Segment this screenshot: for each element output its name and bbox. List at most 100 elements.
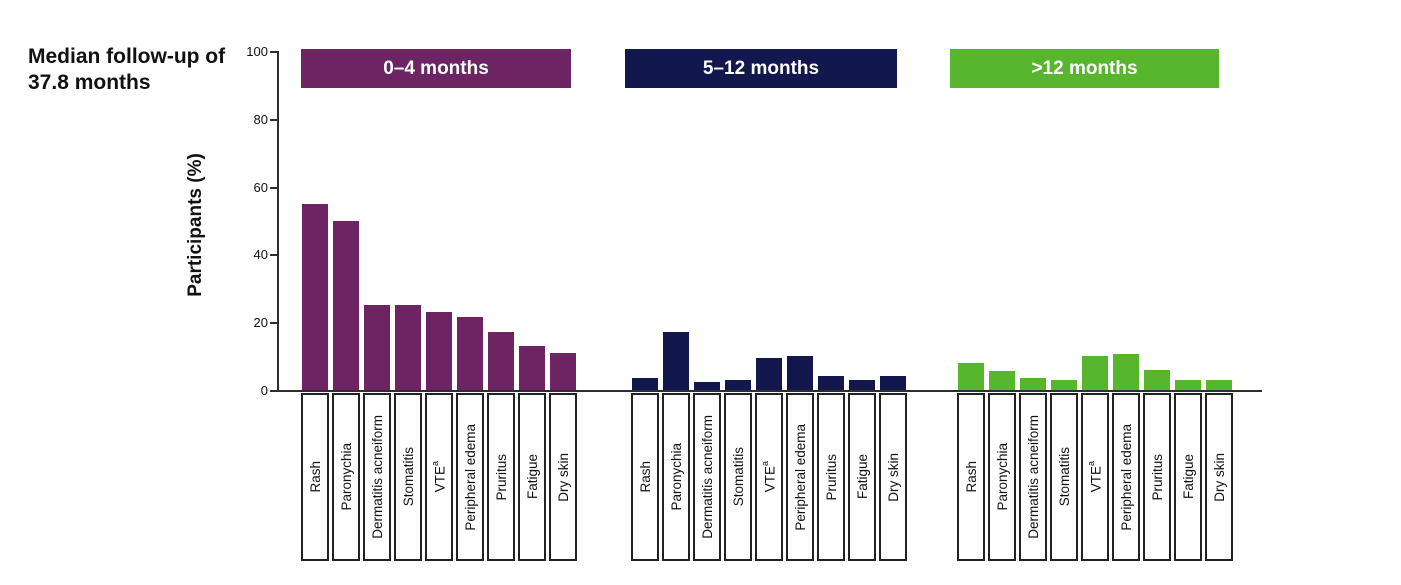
y-axis-tick	[270, 322, 277, 325]
category-label-text: Dermatitis acneiform	[1025, 415, 1041, 539]
category-label-rash: Rash	[631, 393, 659, 561]
category-label-paronychia: Paronychia	[662, 393, 690, 561]
category-label-rash: Rash	[301, 393, 329, 561]
category-label-vte-a: VTEa	[1081, 393, 1109, 561]
category-label-text: Pruritus	[493, 453, 509, 501]
y-axis-label: Participants (%)	[185, 153, 206, 297]
bar-12-months-peripheral-edema	[1113, 354, 1139, 390]
category-label-text: Paronychia	[668, 443, 684, 511]
category-label-text: Dry skin	[885, 452, 901, 502]
series-banner-5-12-months: 5–12 months	[625, 49, 897, 88]
category-label-vte-a: VTEa	[425, 393, 453, 561]
bar-12-months-vte-a	[1082, 356, 1108, 390]
bar-0-4-months-dry-skin	[550, 352, 576, 390]
category-label-dry-skin: Dry skin	[1205, 393, 1233, 561]
category-label-text: Rash	[637, 461, 653, 493]
category-label-text: Paronychia	[338, 443, 354, 511]
bar-0-4-months-pruritus	[488, 332, 514, 390]
y-axis-tick-label: 0	[260, 383, 268, 398]
category-label-text: Peripheral edema	[1118, 423, 1134, 531]
bar-12-months-stomatitis	[1051, 379, 1077, 390]
category-label-dermatitis-acneiform: Dermatitis acneiform	[363, 393, 391, 561]
category-label-peripheral-edema: Peripheral edema	[786, 393, 814, 561]
category-label-text: Rash	[307, 461, 323, 493]
category-label-paronychia: Paronychia	[332, 393, 360, 561]
y-axis-tick-label: 80	[253, 111, 268, 127]
y-axis-tick-label: 60	[253, 179, 268, 195]
category-label-text: Peripheral edema	[792, 423, 808, 531]
y-axis-tick-label: 40	[253, 247, 268, 263]
category-label-stomatitis: Stomatitis	[724, 393, 752, 561]
bar-5-12-months-pruritus	[818, 376, 844, 390]
bar-5-12-months-stomatitis	[725, 379, 751, 390]
category-label-dry-skin: Dry skin	[879, 393, 907, 561]
category-label-rash: Rash	[957, 393, 985, 561]
bar-5-12-months-dry-skin	[880, 376, 906, 390]
category-label-text: Pruritus	[823, 453, 839, 501]
series-banner-12-months: >12 months	[950, 49, 1219, 88]
category-label-dermatitis-acneiform: Dermatitis acneiform	[1019, 393, 1047, 561]
category-label-pruritus: Pruritus	[817, 393, 845, 561]
category-label-peripheral-edema: Peripheral edema	[456, 393, 484, 561]
category-label-text: VTEa	[760, 461, 778, 493]
category-label-stomatitis: Stomatitis	[1050, 393, 1078, 561]
category-label-vte-a: VTEa	[755, 393, 783, 561]
category-label-text: Stomatitis	[400, 447, 416, 507]
bar-0-4-months-stomatitis	[395, 305, 421, 390]
bar-5-12-months-rash	[632, 378, 658, 390]
category-label-text: Stomatitis	[1056, 447, 1072, 507]
category-label-text: Fatigue	[524, 454, 540, 500]
category-label-dermatitis-acneiform: Dermatitis acneiform	[693, 393, 721, 561]
bar-0-4-months-paronychia	[333, 220, 359, 390]
category-label-text: Paronychia	[994, 443, 1010, 511]
bar-12-months-rash	[958, 362, 984, 390]
chart-title: Median follow-up of 37.8 months	[28, 45, 226, 95]
bar-12-months-dry-skin	[1206, 379, 1232, 390]
y-axis-tick	[270, 254, 277, 257]
bar-0-4-months-peripheral-edema	[457, 317, 483, 390]
bar-12-months-pruritus	[1144, 369, 1170, 390]
series-banner-0-4-months: 0–4 months	[301, 49, 571, 88]
y-axis-tick	[270, 186, 277, 189]
y-axis-tick	[270, 118, 277, 121]
bar-5-12-months-vte-a	[756, 357, 782, 390]
category-label-text: Fatigue	[854, 454, 870, 500]
y-axis-tick-label: 20	[253, 315, 268, 331]
category-label-text: Dermatitis acneiform	[699, 415, 715, 539]
bar-5-12-months-paronychia	[663, 332, 689, 390]
category-label-text: Pruritus	[1149, 453, 1165, 501]
category-label-text: Dry skin	[555, 452, 571, 502]
category-label-pruritus: Pruritus	[1143, 393, 1171, 561]
category-label-text: Peripheral edema	[462, 423, 478, 531]
y-axis-line	[277, 51, 279, 392]
bar-12-months-paronychia	[989, 371, 1015, 390]
bar-0-4-months-dermatitis-acneiform	[364, 305, 390, 390]
category-label-text: Rash	[963, 461, 979, 493]
category-label-text: Dry skin	[1211, 452, 1227, 502]
bar-0-4-months-fatigue	[519, 345, 545, 390]
bar-12-months-dermatitis-acneiform	[1020, 378, 1046, 390]
category-label-paronychia: Paronychia	[988, 393, 1016, 561]
category-label-peripheral-edema: Peripheral edema	[1112, 393, 1140, 561]
bar-12-months-fatigue	[1175, 379, 1201, 390]
category-label-text: Stomatitis	[730, 447, 746, 507]
category-label-fatigue: Fatigue	[848, 393, 876, 561]
category-label-dry-skin: Dry skin	[549, 393, 577, 561]
bar-0-4-months-vte-a	[426, 312, 452, 390]
y-axis-tick-label: 100	[246, 44, 268, 59]
bar-5-12-months-peripheral-edema	[787, 356, 813, 390]
y-axis-tick	[270, 390, 277, 392]
x-axis-line	[277, 390, 1262, 392]
bar-0-4-months-rash	[302, 203, 328, 390]
category-label-text: VTEa	[430, 461, 448, 493]
category-label-pruritus: Pruritus	[487, 393, 515, 561]
category-label-stomatitis: Stomatitis	[394, 393, 422, 561]
category-label-fatigue: Fatigue	[518, 393, 546, 561]
category-label-text: Dermatitis acneiform	[369, 415, 385, 539]
category-label-text: Fatigue	[1180, 454, 1196, 500]
category-label-fatigue: Fatigue	[1174, 393, 1202, 561]
category-label-text: VTEa	[1086, 461, 1104, 493]
y-axis-tick	[270, 51, 277, 53]
bar-5-12-months-dermatitis-acneiform	[694, 381, 720, 390]
